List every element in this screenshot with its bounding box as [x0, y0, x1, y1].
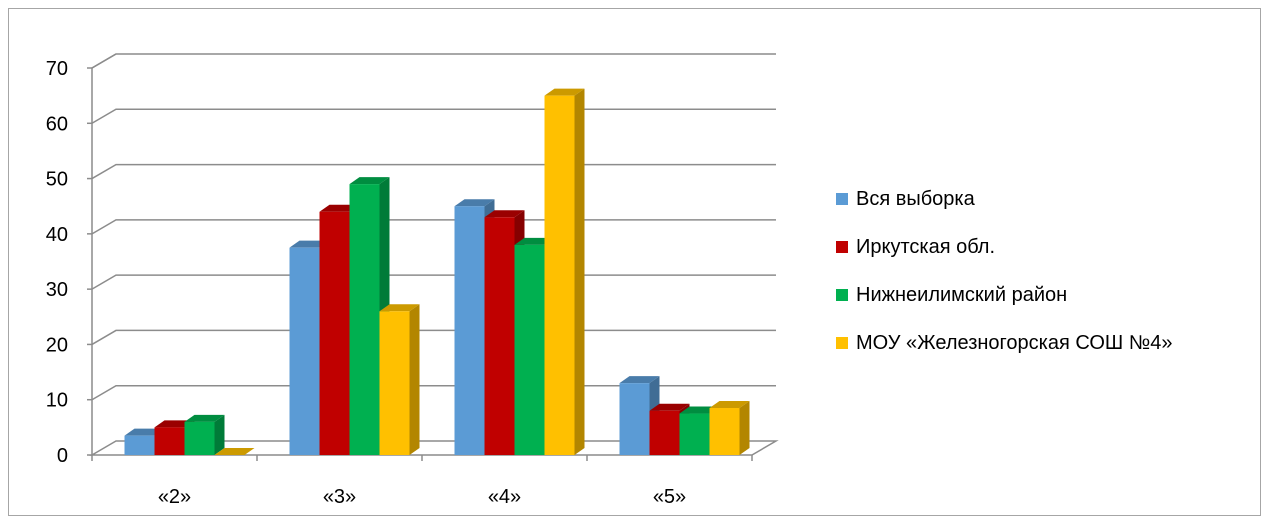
gridlines [91, 53, 776, 401]
bar [349, 177, 390, 455]
legend-label: Вся выборка [856, 187, 975, 210]
x-category-label: «2» [158, 486, 191, 508]
y-tick-label: 20 [46, 334, 68, 356]
bar-top [619, 376, 660, 384]
y-tick-label: 40 [46, 224, 68, 246]
x-category-label: «4» [488, 486, 521, 508]
bar [709, 401, 750, 455]
legend: Вся выборка Иркутская обл. Нижнеилимский р… [836, 183, 1261, 375]
y-tick-label: 50 [46, 169, 68, 191]
x-axis-categories: «2» «3» «4» «5» [91, 455, 753, 508]
gridline [91, 384, 776, 401]
bar-top [349, 177, 390, 185]
legend-item: МОУ «Железногорская СОШ №4» [836, 327, 1261, 359]
bar-front [154, 427, 185, 455]
bar [544, 88, 585, 456]
bar-front [379, 311, 410, 455]
bar-front [649, 410, 680, 455]
legend-item: Иркутская обл. [836, 231, 1261, 263]
bar-front [454, 206, 485, 455]
y-tick-label: 60 [46, 113, 68, 135]
bar-front [124, 435, 155, 455]
bar [184, 414, 225, 455]
bar-front [319, 211, 350, 455]
y-tick-label: 70 [46, 58, 68, 80]
legend-swatch [836, 337, 848, 349]
gridline [91, 219, 776, 235]
chart-walls [89, 53, 779, 456]
bar-top [544, 88, 585, 96]
bar-top [454, 199, 495, 207]
bar-front [514, 244, 545, 455]
legend-swatch [836, 241, 848, 253]
bar-side [214, 414, 225, 455]
gridline [91, 53, 776, 69]
gridline [91, 108, 776, 124]
bar-front [544, 95, 575, 456]
bars [124, 88, 750, 456]
bar-front [679, 413, 710, 455]
gridline [91, 274, 776, 290]
bar-front [484, 217, 515, 455]
bar-top [214, 448, 255, 455]
legend-item: Нижнеилимский район [836, 279, 1261, 311]
bar-top [484, 210, 525, 218]
legend-label: МОУ «Железногорская СОШ №4» [856, 331, 1173, 354]
bar-front [349, 184, 380, 455]
y-tick-label: 10 [46, 390, 68, 412]
x-category-label: «3» [323, 486, 356, 508]
gridline [91, 329, 776, 346]
bar [214, 448, 255, 455]
bar-top [709, 401, 750, 409]
bar-top [649, 403, 690, 411]
legend-swatch [836, 193, 848, 205]
x-category-label: «5» [653, 486, 686, 508]
bar-side [574, 88, 585, 456]
bar-front [289, 247, 320, 455]
bar-top [379, 304, 420, 312]
bar-front [184, 421, 215, 455]
y-axis-ticks: 0 10 20 30 40 50 60 70 [46, 58, 92, 467]
bar-side [409, 304, 420, 455]
legend-label: Нижнеилимский район [856, 283, 1068, 306]
bar-top [184, 414, 225, 422]
bar-front [619, 383, 650, 455]
y-tick-label: 0 [57, 445, 68, 467]
legend-label: Иркутская обл. [856, 235, 996, 258]
y-tick-label: 30 [46, 279, 68, 301]
legend-swatch [836, 289, 848, 301]
gridline [91, 163, 776, 180]
bar-front [709, 408, 740, 455]
legend-item: Вся выборка [836, 183, 1261, 215]
bar [379, 304, 420, 455]
bar-side [739, 401, 750, 455]
